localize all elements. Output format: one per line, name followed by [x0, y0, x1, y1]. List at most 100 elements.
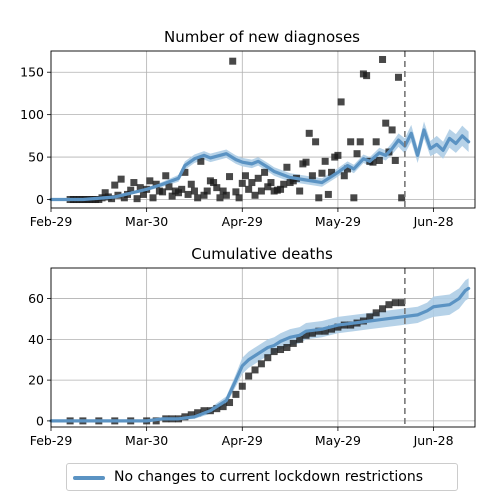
observed-point	[257, 187, 265, 195]
observed-point	[350, 194, 358, 202]
observed-point	[251, 366, 259, 374]
observed-point	[226, 173, 234, 181]
observed-point	[315, 327, 323, 335]
observed-point	[321, 157, 329, 165]
observed-point	[343, 165, 351, 173]
observed-point	[194, 409, 202, 417]
observed-point	[219, 187, 227, 195]
observed-point	[213, 405, 221, 413]
y-tick-label: 150	[20, 65, 44, 80]
observed-point	[277, 346, 285, 354]
new-diagnoses-chart: Number of new diagnoses Feb-29 Mar-30 Apr-…	[20, 28, 476, 229]
observed-point	[337, 98, 345, 106]
observed-point	[197, 157, 205, 165]
observed-point	[241, 172, 249, 180]
observed-point	[187, 180, 195, 188]
observed-point	[296, 335, 304, 343]
observed-point	[133, 195, 141, 203]
observed-point	[388, 126, 396, 134]
observed-point	[369, 158, 377, 166]
observed-point	[267, 179, 275, 187]
x-tick-label: Mar-30	[125, 214, 168, 229]
observed-point	[184, 190, 192, 198]
observed-point	[254, 174, 262, 182]
observed-point	[315, 194, 323, 202]
observed-point	[289, 339, 297, 347]
observed-point	[328, 168, 336, 176]
chart-title: Cumulative deaths	[191, 245, 333, 263]
observed-point	[190, 187, 198, 195]
observed-point	[308, 172, 316, 180]
observed-point	[222, 191, 230, 199]
observed-point	[382, 119, 390, 127]
observed-point	[353, 150, 361, 158]
observed-point	[347, 138, 355, 146]
projection-line	[49, 286, 471, 423]
observed-point	[372, 309, 380, 317]
observed-point	[168, 192, 176, 200]
observed-point	[127, 186, 135, 194]
observed-point	[296, 187, 304, 195]
observed-point	[302, 331, 310, 339]
projection-line	[49, 128, 471, 202]
x-tick-label: Apr-29	[222, 214, 263, 229]
observed-point	[321, 327, 329, 335]
observed-point	[181, 168, 189, 176]
observed-point	[283, 163, 291, 171]
observed-point	[270, 348, 278, 356]
plot-frame	[50, 267, 476, 428]
observed-point	[149, 194, 157, 202]
observed-point	[226, 399, 234, 407]
y-tick-label: 60	[28, 291, 44, 306]
observed-point	[238, 382, 246, 390]
observed-point	[363, 72, 371, 80]
legend: No changes to current lockdown restricti…	[66, 463, 458, 491]
observed-point	[264, 354, 272, 362]
observed-point	[248, 179, 256, 187]
observed-point	[391, 299, 399, 307]
x-tick-label: Feb-29	[30, 433, 73, 448]
observed-point	[210, 179, 218, 187]
observed-point	[101, 189, 109, 197]
observed-point	[398, 299, 406, 307]
observed-point	[394, 73, 402, 81]
observed-point	[283, 344, 291, 351]
observed-point	[280, 180, 288, 188]
observed-point	[139, 190, 147, 198]
observed-point	[277, 185, 285, 193]
observed-point	[203, 187, 211, 195]
observed-point	[305, 129, 313, 137]
observed-point	[245, 372, 253, 380]
x-tick-label: May-29	[315, 214, 361, 229]
observed-point	[232, 390, 240, 398]
observed-point	[379, 305, 387, 313]
observed-point	[312, 138, 320, 146]
observed-point	[238, 179, 246, 187]
observed-point	[235, 194, 243, 202]
observed-point	[111, 181, 119, 189]
observed-point	[117, 175, 125, 183]
projection-band	[51, 278, 469, 421]
observed-point	[136, 184, 144, 192]
observed-point	[334, 151, 342, 159]
observed-point	[229, 57, 237, 65]
observed-point	[308, 329, 316, 337]
observed-point	[213, 184, 221, 192]
observed-point	[232, 188, 240, 196]
plot-frame	[50, 50, 476, 209]
observed-point	[187, 411, 195, 419]
y-tick-label: 0	[36, 192, 44, 207]
observed-point	[194, 194, 202, 202]
observed-point	[200, 191, 208, 199]
cumulative-deaths-chart: Cumulative deaths Feb-29 Mar-30 Apr-29 May-…	[28, 245, 476, 448]
x-tick-label: Feb-29	[30, 214, 73, 229]
observed-point	[391, 156, 399, 164]
observed-point	[372, 138, 380, 146]
observed-point	[261, 168, 269, 176]
observed-point	[375, 156, 383, 164]
observed-point	[328, 325, 336, 333]
observed-point	[146, 177, 154, 185]
x-tick-label: Jun-28	[413, 433, 454, 448]
observed-point	[334, 323, 342, 331]
